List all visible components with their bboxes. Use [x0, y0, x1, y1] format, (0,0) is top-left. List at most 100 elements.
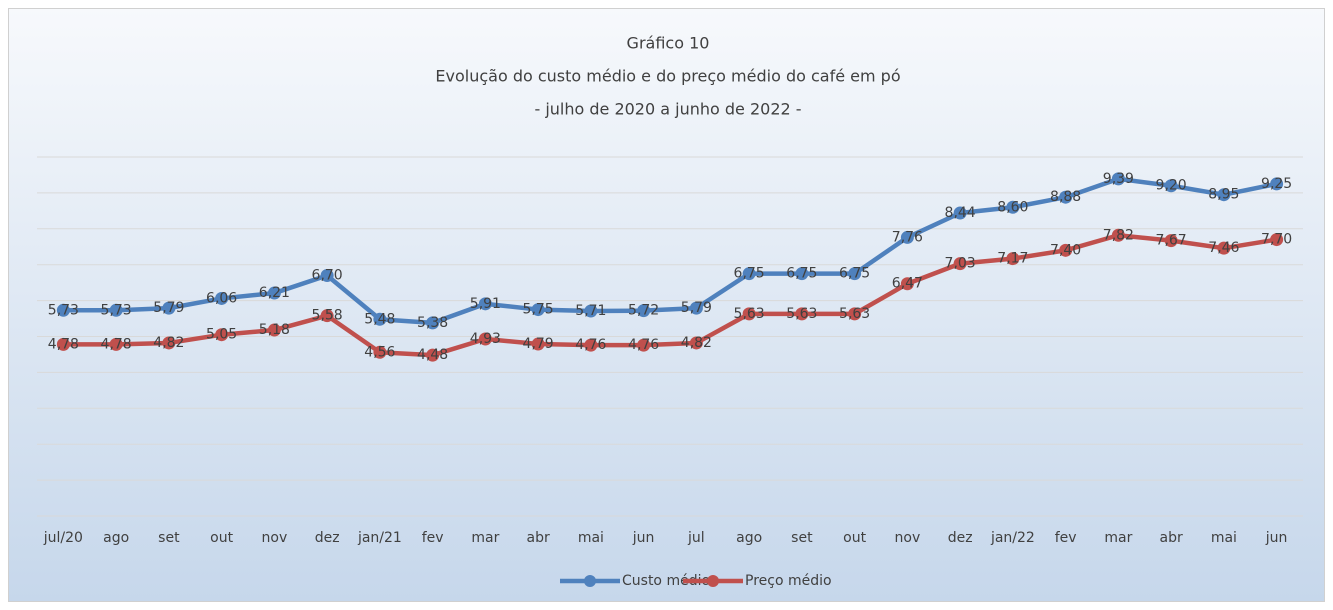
point: [795, 267, 809, 281]
point: [1111, 172, 1125, 186]
x-tick-label: jul: [687, 530, 705, 546]
data-label: 9,25: [1261, 176, 1292, 192]
data-label: 7,76: [892, 229, 923, 245]
x-tick-label: dez: [315, 530, 340, 546]
point: [742, 307, 756, 321]
data-label: 4,76: [575, 337, 606, 353]
point: [267, 323, 281, 337]
data-label: 4,82: [681, 335, 712, 351]
point: [56, 303, 70, 317]
x-tick-label: jun: [1265, 530, 1288, 546]
x-tick-label: mar: [471, 530, 499, 546]
data-label: 7,70: [1261, 232, 1292, 248]
chart-subtitle: - julho de 2020 a junho de 2022 -: [534, 100, 801, 119]
x-tick-label: set: [158, 530, 180, 546]
data-label: 5,71: [575, 303, 606, 319]
point: [1059, 190, 1073, 204]
data-label: 5,73: [101, 302, 132, 318]
data-label: 7,46: [1208, 240, 1239, 256]
point: [215, 291, 229, 305]
x-tick-label: mar: [1104, 530, 1132, 546]
chart-area: [8, 8, 1325, 602]
data-label: 4,78: [48, 336, 79, 352]
x-tick-label: out: [843, 530, 866, 546]
x-tick-label: abr: [1160, 530, 1183, 546]
point: [1006, 252, 1020, 266]
data-label: 5,79: [681, 300, 712, 316]
x-tick-label: jan/22: [990, 530, 1035, 546]
data-label: 5,91: [470, 296, 501, 312]
legend-label: Custo médio: [622, 573, 710, 589]
x-tick-label: jun: [632, 530, 655, 546]
chart-subtitle: Evolução do custo médio e do preço médio…: [435, 67, 900, 86]
data-label: 8,60: [997, 199, 1028, 215]
point: [1111, 228, 1125, 242]
data-label: 5,48: [364, 311, 395, 327]
x-tick-label: mai: [578, 530, 604, 546]
point: [742, 267, 756, 281]
point: [1006, 200, 1020, 214]
point: [1217, 241, 1231, 255]
point: [1164, 234, 1178, 248]
point: [689, 301, 703, 315]
point: [848, 267, 862, 281]
data-label: 7,82: [1103, 227, 1134, 243]
x-tick-label: nov: [895, 530, 921, 546]
data-label: 5,63: [786, 306, 817, 322]
data-label: 9,39: [1103, 171, 1134, 187]
point: [953, 257, 967, 271]
data-label: 7,67: [1156, 233, 1187, 249]
data-label: 6,75: [786, 266, 817, 282]
point: [215, 328, 229, 342]
x-tick-label: jul/20: [43, 530, 83, 546]
x-tick-label: out: [210, 530, 233, 546]
point: [531, 303, 545, 317]
point: [426, 316, 440, 330]
data-label: 5,63: [839, 306, 870, 322]
series-line: [61, 176, 1279, 326]
x-tick-label: fev: [422, 530, 444, 546]
x-tick-label: abr: [527, 530, 550, 546]
point: [1059, 243, 1073, 257]
point: [162, 336, 176, 350]
data-label: 5,58: [312, 308, 343, 324]
data-label: 5,63: [734, 306, 765, 322]
chart-title: Gráfico 10: [627, 34, 710, 53]
point: [478, 332, 492, 346]
point: [953, 206, 967, 220]
data-label: 4,48: [417, 347, 448, 363]
data-label: 5,75: [523, 302, 554, 318]
point: [1217, 188, 1231, 202]
data-label: 5,05: [206, 327, 237, 343]
x-tick-label: fev: [1055, 530, 1077, 546]
data-label: 7,03: [945, 256, 976, 272]
point: [848, 307, 862, 321]
x-tick-label: jan/21: [357, 530, 402, 546]
legend-marker: [707, 575, 719, 587]
x-tick-label: ago: [103, 530, 129, 546]
data-label: 5,38: [417, 315, 448, 331]
data-label: 4,76: [628, 337, 659, 353]
x-tick-label: mai: [1211, 530, 1237, 546]
x-tick-label: nov: [262, 530, 288, 546]
point: [267, 286, 281, 300]
data-label: 5,18: [259, 322, 290, 338]
point: [900, 230, 914, 244]
x-tick-label: set: [791, 530, 813, 546]
data-label: 6,21: [259, 285, 290, 301]
data-label: 4,78: [101, 336, 132, 352]
point: [426, 348, 440, 362]
point: [531, 337, 545, 351]
point: [162, 301, 176, 315]
data-label: 5,72: [628, 303, 659, 319]
data-label: 6,75: [839, 266, 870, 282]
data-label: 4,93: [470, 331, 501, 347]
data-label: 5,73: [48, 302, 79, 318]
data-label: 6,06: [206, 290, 237, 306]
legend-label: Preço médio: [745, 573, 832, 589]
series-line: [61, 233, 1279, 358]
x-tick-label: dez: [948, 530, 973, 546]
point: [373, 312, 387, 326]
point: [900, 277, 914, 291]
